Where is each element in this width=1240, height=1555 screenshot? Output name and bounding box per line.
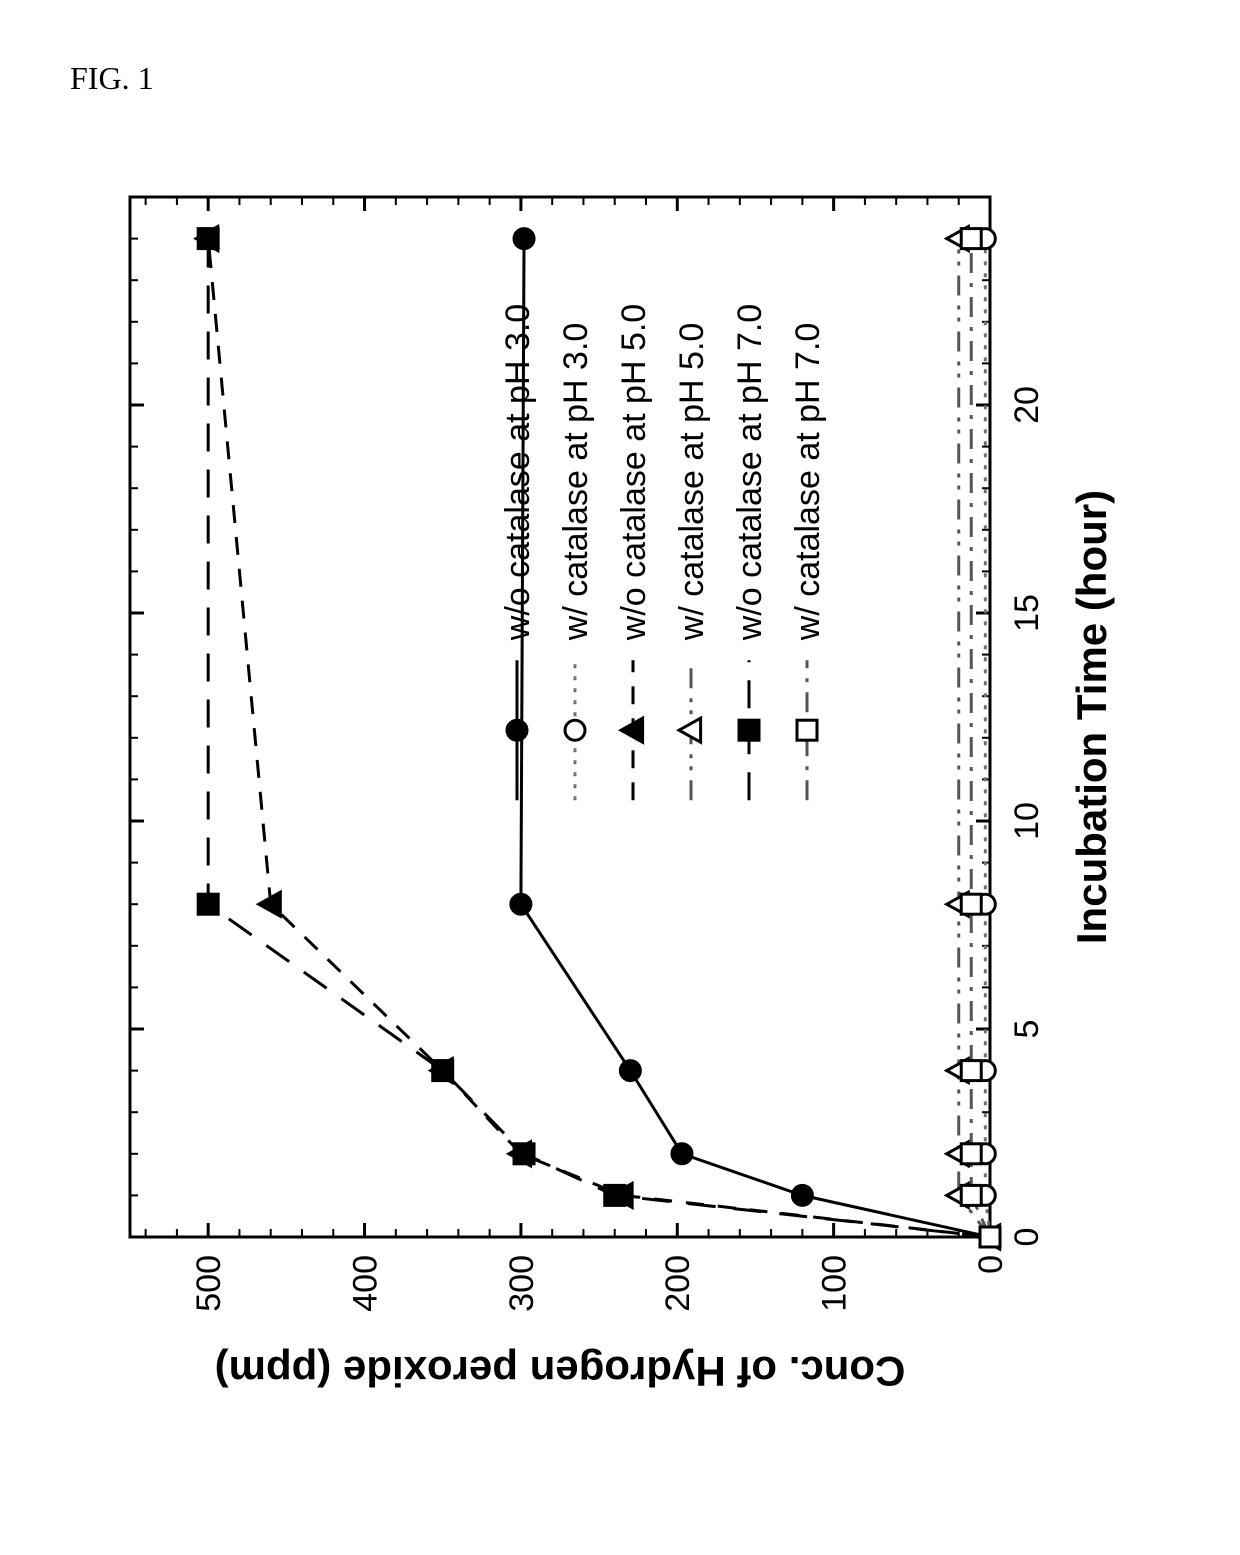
xtick-label: 15 [1008,594,1046,632]
x-axis-title: Incubation Time (hour) [1068,490,1115,944]
peroxide-chart: 051015200100200300400500Incubation Time … [70,127,1170,1427]
y-axis-title: Conc. of Hydrogen peroxide (ppm) [215,1348,906,1395]
figure-label: FIG. 1 [70,60,154,97]
ytick-label: 300 [503,1255,541,1312]
legend-label: w/ catalase at pH 7.0 [789,323,827,642]
xtick-label: 0 [1008,1228,1046,1247]
ytick-label: 500 [190,1255,228,1312]
legend-label: w/o catalase at pH 3.0 [499,304,537,641]
ytick-label: 400 [346,1255,384,1312]
ytick-label: 200 [659,1255,697,1312]
ytick-label: 0 [972,1255,1010,1274]
chart-container: 051015200100200300400500Incubation Time … [70,127,1170,1427]
xtick-label: 20 [1008,386,1046,424]
xtick-label: 5 [1008,1020,1046,1039]
xtick-label: 10 [1008,802,1046,840]
legend-label: w/o catalase at pH 5.0 [615,304,653,641]
legend-label: w/o catalase at pH 7.0 [731,304,769,641]
legend-label: w/ catalase at pH 5.0 [673,323,711,642]
ytick-label: 100 [816,1255,854,1312]
legend-label: w/ catalase at pH 3.0 [557,323,595,642]
